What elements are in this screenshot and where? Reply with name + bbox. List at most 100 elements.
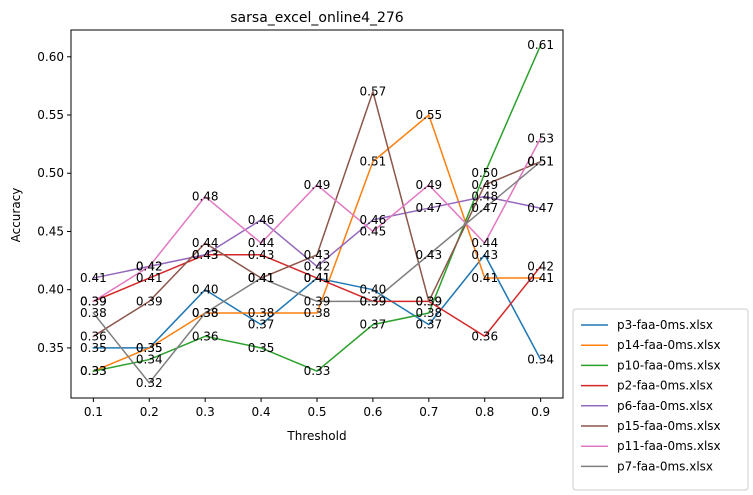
data-label: 0.38: [192, 306, 219, 320]
data-label: 0.38: [192, 306, 219, 320]
y-axis-label: Accuracy: [9, 188, 23, 243]
data-label: 0.53: [527, 131, 554, 145]
data-label: 0.47: [415, 201, 442, 215]
data-label: 0.41: [527, 271, 554, 285]
y-axis: 0.35 0.40 0.45 0.50 0.55 0.60: [37, 50, 71, 355]
data-label: 0.46: [248, 213, 275, 227]
data-label: 0.51: [360, 155, 387, 169]
data-label: 0.41: [248, 271, 275, 285]
data-label: 0.57: [360, 85, 387, 99]
data-label: 0.49: [471, 178, 498, 192]
chart-title: sarsa_excel_online4_276: [230, 10, 404, 26]
x-tick-label: 0.4: [252, 405, 271, 419]
series-line-p6-faa-0ms: [92, 195, 542, 279]
data-label: 0.47: [527, 201, 554, 215]
y-tick-label: 0.50: [37, 166, 64, 180]
data-label: 0.33: [304, 364, 331, 378]
data-label: 0.39: [415, 294, 442, 308]
x-tick-label: 0.3: [196, 405, 215, 419]
series-line-p7-faa-0ms: [92, 160, 542, 384]
data-label: 0.61: [527, 38, 554, 52]
data-label: 0.48: [192, 190, 219, 204]
data-label: 0.38: [80, 306, 107, 320]
data-label: 0.42: [136, 259, 163, 273]
data-label: 0.43: [415, 248, 442, 262]
data-label: 0.51: [527, 155, 554, 169]
data-label: 0.39: [80, 294, 107, 308]
data-label: 0.34: [136, 353, 163, 367]
data-label: 0.43: [471, 248, 498, 262]
data-label: 0.46: [360, 213, 387, 227]
data-label: 0.48: [471, 190, 498, 204]
data-label: 0.40: [360, 283, 387, 297]
plot-area: 0.35 0.35 0.40 0.37 0.41 0.40 0.37 0.43 0.34 0.33…: [80, 38, 554, 390]
x-tick-label: 0.1: [84, 405, 103, 419]
data-label: 0.35: [136, 341, 163, 355]
series-line-p2-faa-0ms: [92, 254, 542, 338]
data-label: 0.35: [80, 341, 107, 355]
legend-label: p3-faa-0ms.xlsx: [617, 318, 713, 332]
legend-label: p7-faa-0ms.xlsx: [617, 459, 713, 473]
data-label: 0.33: [80, 364, 107, 378]
data-label: 0.44: [471, 236, 498, 250]
legend-label: p14-faa-0ms.xlsx: [617, 338, 721, 352]
series-line-p10-faa-0ms: [92, 44, 542, 373]
legend-label: p11-faa-0ms.xlsx: [617, 439, 721, 453]
data-label: 0.47: [471, 201, 498, 215]
x-tick-label: 0.8: [475, 405, 494, 419]
legend-label: p10-faa-0ms.xlsx: [617, 358, 721, 372]
y-tick-label: 0.55: [37, 108, 64, 122]
data-label: 0.44: [192, 236, 219, 250]
data-label: 0.51: [527, 155, 554, 169]
x-tick-label: 0.6: [363, 405, 382, 419]
x-tick-label: 0.5: [307, 405, 326, 419]
data-label: 0.38: [248, 306, 275, 320]
data-label: 0.42: [136, 259, 163, 273]
y-tick-label: 0.45: [37, 224, 64, 238]
data-label: 0.55: [415, 108, 442, 122]
data-label: 0.36: [471, 329, 498, 343]
data-label: 0.43: [304, 248, 331, 262]
data-label: 0.39: [360, 294, 387, 308]
data-label: 0.37: [415, 318, 442, 332]
y-tick-label: 0.60: [37, 50, 64, 64]
legend-label: p2-faa-0ms.xlsx: [617, 379, 713, 393]
data-label: 0.33: [80, 364, 107, 378]
x-tick-label: 0.2: [140, 405, 159, 419]
data-label: 0.39: [360, 294, 387, 308]
data-label: 0.35: [136, 341, 163, 355]
data-label: 0.43: [192, 248, 219, 262]
data-label: 0.41: [304, 271, 331, 285]
x-axis-label: Threshold: [286, 429, 346, 443]
data-label: 0.49: [415, 178, 442, 192]
data-label: 0.36: [80, 329, 107, 343]
y-tick-label: 0.35: [37, 341, 64, 355]
data-label: 0.39: [136, 294, 163, 308]
data-label: 0.41: [304, 271, 331, 285]
x-tick-label: 0.9: [531, 405, 550, 419]
data-label: 0.39: [415, 294, 442, 308]
data-label: 0.43: [192, 248, 219, 262]
data-label: 0.49: [304, 178, 331, 192]
data-label: 0.36: [192, 329, 219, 343]
legend-label: p6-faa-0ms.xlsx: [617, 399, 713, 413]
data-label: 0.42: [304, 259, 331, 273]
data-label: 0.43: [248, 248, 275, 262]
x-tick-label: 0.7: [419, 405, 438, 419]
data-label: 0.38: [304, 306, 331, 320]
data-label: 0.41: [136, 271, 163, 285]
data-label: 0.32: [136, 376, 163, 390]
data-label: 0.39: [304, 294, 331, 308]
data-label: 0.45: [360, 224, 387, 238]
data-label: 0.42: [527, 259, 554, 273]
data-label: 0.35: [248, 341, 275, 355]
data-label: 0.40: [192, 283, 219, 297]
data-label: 0.50: [471, 166, 498, 180]
legend-label: p15-faa-0ms.xlsx: [617, 419, 721, 433]
legend: p3-faa-0ms.xlsx p14-faa-0ms.xlsx p10-faa-0…: [572, 308, 749, 491]
x-axis: 0.1 0.2 0.3 0.4 0.5 0.6 0.7 0.8 0.9: [84, 398, 550, 419]
data-label: 0.39: [80, 294, 107, 308]
data-label: 0.41: [248, 271, 275, 285]
data-label: 0.37: [360, 318, 387, 332]
